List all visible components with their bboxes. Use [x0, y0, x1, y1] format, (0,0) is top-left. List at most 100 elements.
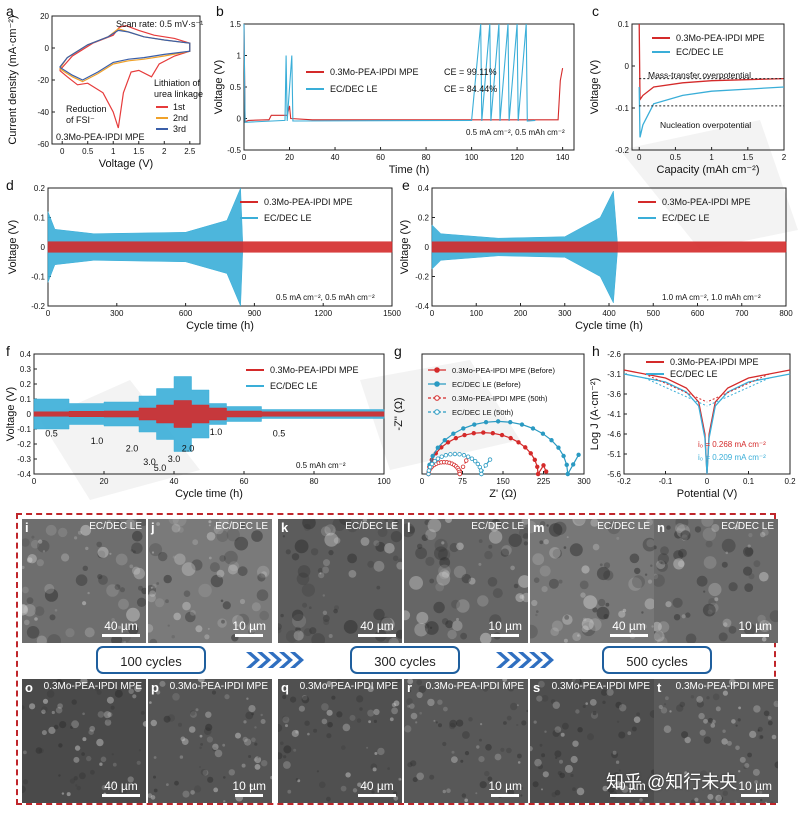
data-point	[464, 458, 469, 463]
rate-label: 1.0	[210, 427, 223, 437]
sem-grain	[694, 526, 702, 533]
sem-grain	[601, 689, 608, 696]
sem-grain	[129, 564, 134, 569]
sem-grain	[476, 745, 480, 749]
sem-grain	[757, 729, 760, 732]
data-point	[535, 471, 541, 477]
sem-panel-label: l	[407, 520, 411, 535]
legend-label: 0.3Mo-PEA-IPDI MPE	[330, 67, 419, 77]
x-tick-label: 20	[100, 477, 109, 486]
sem-grain	[433, 601, 445, 614]
sem-grain	[49, 614, 56, 621]
sem-grain	[507, 685, 515, 692]
sem-grain	[503, 721, 507, 725]
sem-grain	[278, 752, 283, 760]
sem-grain	[728, 626, 737, 634]
sem-grain	[71, 720, 79, 729]
sem-grain	[302, 519, 316, 530]
annotation-mass-transfer: Mass-transfer overpotential	[648, 70, 751, 80]
sem-grain	[433, 719, 436, 722]
sem-grain	[674, 530, 683, 539]
sem-grain	[560, 732, 565, 737]
sem-grain	[257, 565, 270, 579]
legend-label: EC/DEC LE (50th)	[452, 408, 514, 417]
sem-grain	[377, 527, 388, 537]
sem-grain	[236, 613, 250, 627]
sem-grain	[603, 562, 611, 569]
sem-grain	[333, 537, 341, 544]
sem-grain	[205, 723, 213, 731]
sem-grain	[249, 783, 253, 788]
y-tick-label: -0.1	[615, 104, 629, 113]
sem-grain	[100, 756, 107, 763]
sem-grain	[574, 519, 586, 525]
tafel-fit-mpe	[644, 373, 708, 403]
scale-bar: 10 µm	[738, 779, 772, 797]
sem-grain	[576, 787, 585, 796]
sem-grain	[708, 582, 722, 597]
sem-grain	[377, 747, 385, 756]
sem-grain	[97, 550, 106, 559]
sem-grain	[238, 522, 246, 529]
panel-label-f: f	[6, 343, 10, 359]
sem-grain	[543, 539, 549, 545]
sem-texture	[148, 519, 272, 643]
sem-grain	[647, 579, 653, 584]
sem-grain	[404, 610, 411, 621]
sem-texture	[278, 679, 402, 803]
legend-label: EC/DEC LE	[270, 381, 318, 391]
sem-grain	[477, 595, 489, 607]
sem-grain	[134, 684, 142, 693]
sem-grain	[541, 694, 549, 702]
sem-grain	[520, 786, 524, 790]
data-point	[435, 456, 441, 461]
sem-grain	[96, 738, 104, 747]
annotation-current: 0.5 mA cm⁻², 0.5 mAh cm⁻²	[466, 128, 565, 137]
sem-grain	[136, 760, 141, 765]
y-tick-label: -60	[37, 140, 49, 149]
sem-grain	[148, 793, 153, 798]
sem-grain	[452, 620, 463, 632]
sem-grain	[172, 519, 187, 527]
sem-grain	[208, 524, 211, 527]
sem-grain	[371, 790, 375, 794]
sem-grain	[722, 790, 728, 796]
series-EC/DEC LE (Before)	[427, 420, 580, 476]
sem-grain	[519, 527, 528, 539]
sem-grain	[774, 761, 778, 769]
sem-grain	[316, 770, 319, 773]
sem-grain	[654, 630, 663, 640]
sem-grain	[583, 595, 598, 609]
sem-grain	[439, 557, 451, 568]
sem-grain	[207, 776, 214, 783]
sem-sample-label: EC/DEC LE	[597, 521, 650, 532]
y-tick-label: -0.1	[17, 425, 31, 434]
sem-grain	[390, 531, 402, 543]
sem-grain	[295, 778, 299, 781]
sem-grain	[690, 799, 696, 803]
sem-grain	[533, 577, 540, 583]
sem-grain	[482, 686, 489, 692]
sem-grain	[407, 705, 410, 708]
data-point	[473, 458, 478, 464]
sem-grain	[631, 726, 637, 732]
sem-grain	[391, 702, 397, 708]
sem-grain	[132, 566, 141, 575]
sem-grain	[97, 711, 105, 718]
sem-background	[530, 679, 654, 803]
sem-grain	[156, 522, 160, 526]
sem-grain	[696, 700, 704, 708]
x-tick-label: 150	[496, 477, 510, 486]
sem-grain	[711, 524, 720, 532]
sem-grain	[168, 519, 179, 525]
scale-bar-label: 40 µm	[612, 779, 646, 793]
sem-grain	[487, 776, 493, 782]
sem-grain	[106, 718, 110, 722]
sem-grain	[291, 729, 299, 738]
sem-grain	[657, 621, 670, 633]
sem-grain	[516, 723, 519, 727]
sem-grain	[607, 521, 621, 535]
x-tick-label: 2.5	[184, 147, 196, 156]
tafel-fit-le	[706, 377, 770, 407]
sem-grain	[658, 704, 663, 710]
